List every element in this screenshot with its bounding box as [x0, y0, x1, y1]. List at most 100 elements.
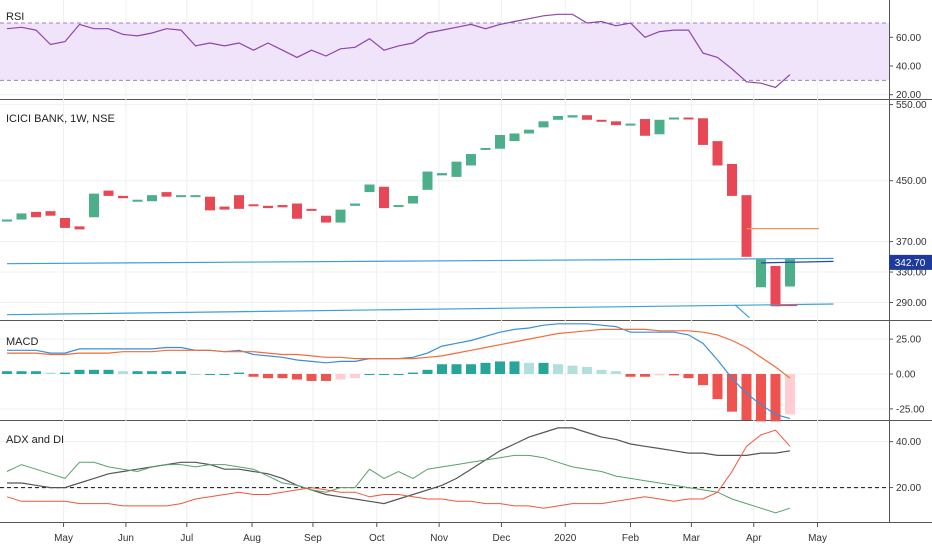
macd-histogram-bar[interactable] [176, 371, 186, 374]
candle-up[interactable] [480, 147, 491, 150]
candle-up[interactable] [785, 259, 795, 287]
macd-histogram-bar[interactable] [234, 372, 244, 374]
candle-up[interactable] [350, 203, 360, 206]
candle-down[interactable] [306, 208, 317, 211]
price-pane[interactable] [2, 115, 834, 319]
macd-histogram-bar[interactable] [640, 373, 650, 377]
candle-up[interactable] [567, 115, 578, 118]
macd-histogram-bar[interactable] [161, 371, 172, 374]
macd-histogram-bar[interactable] [89, 369, 99, 374]
macd-histogram-bar[interactable] [524, 362, 534, 374]
macd-histogram-bar[interactable] [466, 364, 476, 374]
candle-down[interactable] [683, 117, 694, 120]
macd-histogram-bar[interactable] [741, 373, 752, 420]
candle-up[interactable] [437, 173, 447, 176]
macd-histogram-bar[interactable] [437, 364, 447, 374]
candle-down[interactable] [103, 190, 114, 196]
macd-histogram-bar[interactable] [306, 373, 317, 381]
macd-histogram-bar[interactable] [408, 372, 418, 374]
candle-down[interactable] [727, 163, 737, 196]
candle-up[interactable] [538, 121, 549, 128]
candle-up[interactable] [509, 133, 520, 142]
macd-histogram-bar[interactable] [277, 373, 288, 379]
candle-up[interactable] [451, 161, 462, 177]
candle-down[interactable] [118, 195, 128, 199]
candle-down[interactable] [698, 118, 708, 145]
macd-histogram-bar[interactable] [350, 373, 360, 379]
candle-down[interactable] [741, 195, 752, 257]
rsi-pane[interactable] [0, 13, 889, 89]
macd-histogram-bar[interactable] [669, 373, 679, 376]
macd-histogram-bar[interactable] [785, 373, 795, 415]
macd-histogram-bar[interactable] [147, 371, 157, 374]
price-level-line[interactable] [760, 260, 834, 264]
trendline[interactable] [734, 304, 750, 319]
macd-histogram-bar[interactable] [582, 367, 592, 374]
macd-histogram-bar[interactable] [770, 373, 781, 422]
candle-down[interactable] [263, 205, 273, 209]
macd-histogram-bar[interactable] [495, 361, 505, 374]
candle-up[interactable] [654, 119, 665, 135]
adx-line[interactable] [7, 427, 791, 505]
time-axis[interactable]: May Jun Jul Aug Sep Oct Nov Dec 2020 Feb Mar Apr May [0, 523, 932, 550]
candle-down[interactable] [234, 195, 244, 209]
macd-histogram-bar[interactable] [625, 373, 636, 377]
candle-up[interactable] [335, 209, 346, 223]
macd-histogram-bar[interactable] [45, 372, 56, 374]
trendline[interactable] [6, 257, 834, 265]
candle-down[interactable] [74, 226, 85, 230]
signal-line[interactable] [7, 328, 791, 379]
rsi-line[interactable] [6, 13, 791, 89]
candle-up[interactable] [669, 117, 679, 120]
macd-histogram-bar[interactable] [727, 373, 737, 412]
macd-pane[interactable] [2, 323, 795, 422]
macd-histogram-bar[interactable] [335, 373, 346, 380]
candle-up[interactable] [408, 195, 418, 204]
macd-histogram-bar[interactable] [712, 373, 723, 400]
macd-histogram-bar[interactable] [567, 365, 578, 374]
macd-histogram-bar[interactable] [393, 373, 404, 375]
macd-histogram-bar[interactable] [103, 369, 114, 374]
candle-up[interactable] [756, 259, 766, 288]
candle-down[interactable] [60, 217, 70, 228]
candle-up[interactable] [147, 195, 157, 202]
macd-histogram-bar[interactable] [74, 369, 85, 374]
candle-down[interactable] [219, 206, 230, 210]
macd-histogram-bar[interactable] [2, 371, 12, 374]
macd-histogram-bar[interactable] [190, 373, 201, 375]
candle-down[interactable] [277, 205, 288, 208]
candle-down[interactable] [582, 115, 592, 120]
candle-down[interactable] [205, 196, 215, 211]
macd-histogram-bar[interactable] [698, 373, 708, 386]
macd-histogram-bar[interactable] [451, 364, 462, 374]
candle-up[interactable] [132, 199, 143, 202]
macd-histogram-bar[interactable] [364, 373, 375, 375]
candle-down[interactable] [45, 211, 56, 216]
candle-up[interactable] [2, 219, 12, 222]
candle-up[interactable] [495, 135, 505, 149]
candle-down[interactable] [379, 186, 389, 209]
macd-histogram-bar[interactable] [292, 373, 302, 380]
macd-histogram-bar[interactable] [480, 362, 491, 374]
candle-down[interactable] [611, 121, 621, 126]
macd-histogram-bar[interactable] [16, 371, 27, 374]
macd-histogram-bar[interactable] [509, 361, 520, 374]
candle-down[interactable] [321, 215, 331, 223]
candle-up[interactable] [466, 154, 476, 166]
macd-histogram-bar[interactable] [553, 364, 563, 374]
candle-down[interactable] [770, 265, 781, 307]
macd-histogram-bar[interactable] [756, 373, 766, 422]
candle-up[interactable] [422, 171, 433, 190]
candle-down[interactable] [31, 211, 41, 218]
candle-up[interactable] [393, 205, 404, 208]
macd-histogram-bar[interactable] [596, 369, 607, 374]
macd-histogram-bar[interactable] [132, 371, 143, 374]
candle-down[interactable] [640, 119, 650, 136]
candle-up[interactable] [553, 115, 563, 120]
candle-down[interactable] [596, 119, 607, 122]
macd-histogram-bar[interactable] [248, 373, 259, 377]
macd-histogram-bar[interactable] [321, 373, 331, 381]
macd-histogram-bar[interactable] [118, 371, 128, 374]
macd-histogram-bar[interactable] [538, 362, 549, 374]
